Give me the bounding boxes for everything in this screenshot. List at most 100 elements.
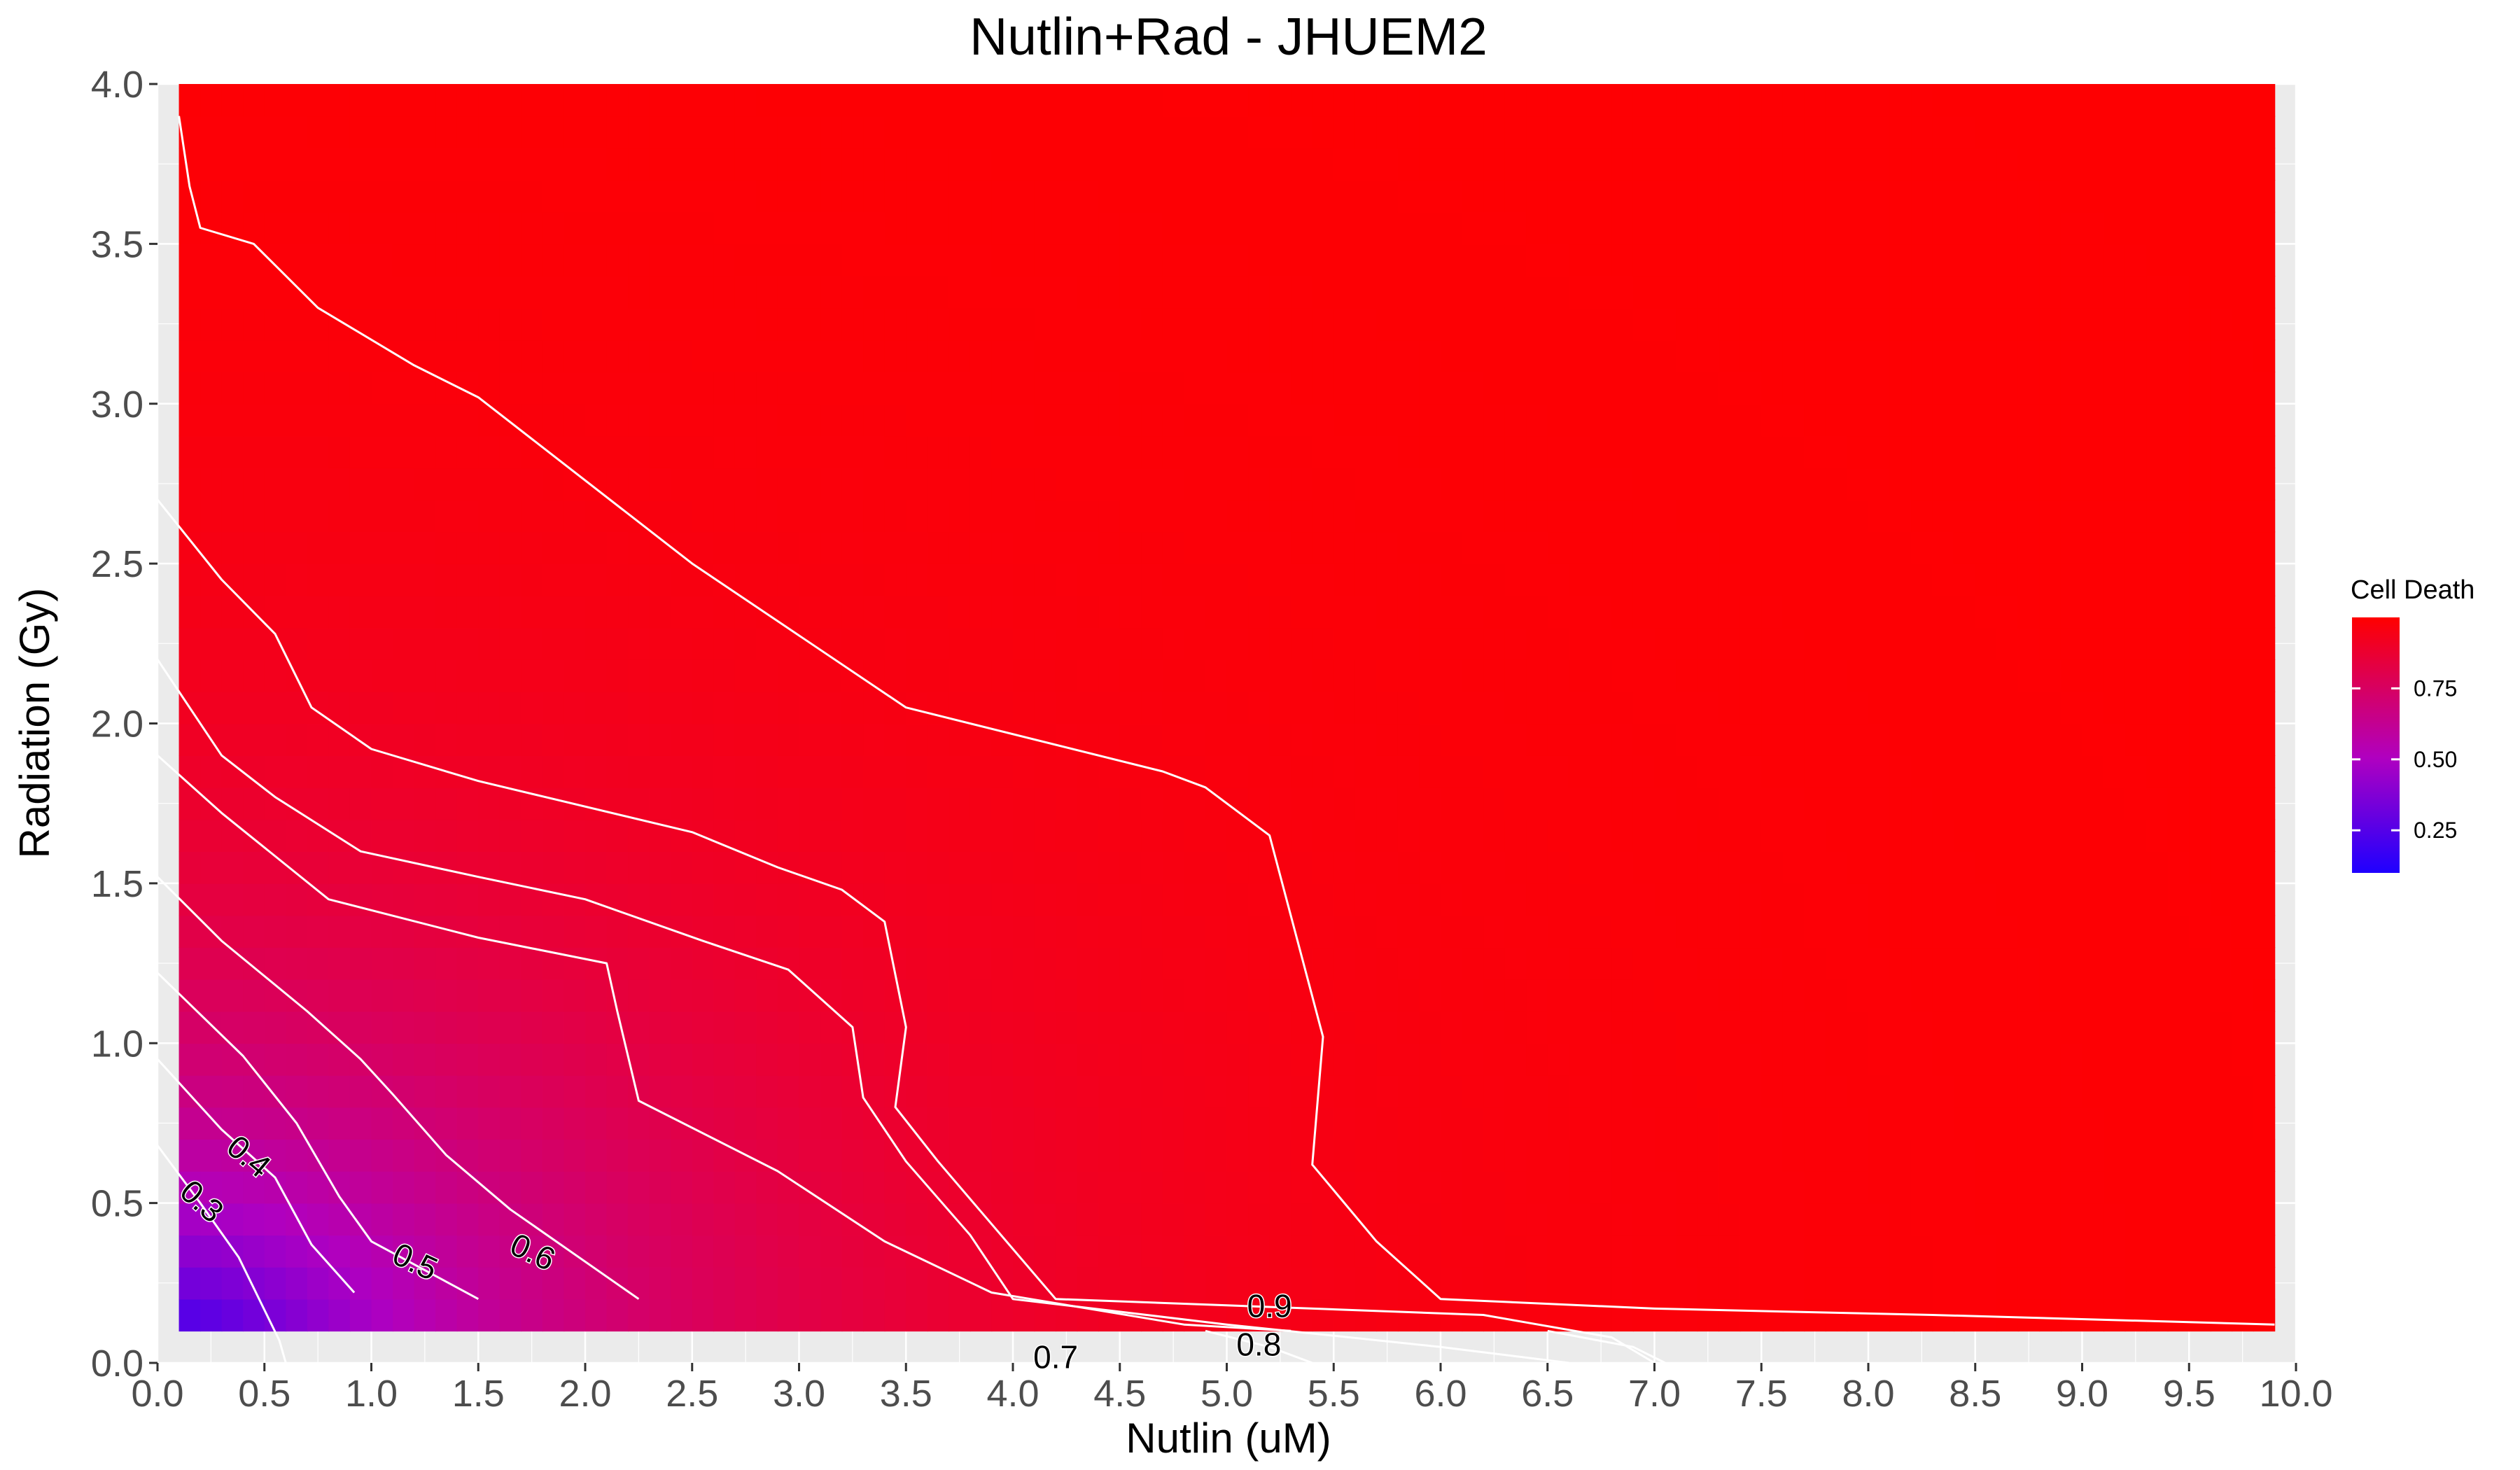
heatmap-cell — [2124, 595, 2147, 629]
heatmap-cell — [2167, 659, 2190, 692]
heatmap-cell — [585, 1074, 608, 1108]
heatmap-cell — [863, 180, 886, 213]
heatmap-cell — [2167, 883, 2190, 916]
heatmap-cell — [2104, 84, 2126, 117]
heatmap-cell — [1825, 819, 1848, 852]
heatmap-cell — [820, 1011, 843, 1044]
heatmap-cell — [1141, 435, 1163, 468]
heatmap-cell — [2189, 691, 2211, 724]
heatmap-cell — [1996, 1107, 2019, 1140]
heatmap-cell — [286, 1235, 308, 1268]
heatmap-cell — [1034, 531, 1056, 564]
heatmap-cell — [1248, 1298, 1270, 1332]
heatmap-cell — [499, 851, 522, 884]
heatmap-cell — [1419, 276, 1441, 309]
heatmap-cell — [2189, 403, 2211, 437]
heatmap-cell — [1248, 1074, 1270, 1108]
heatmap-cell — [1654, 1107, 1676, 1140]
heatmap-cell — [393, 1107, 415, 1140]
heatmap-cell — [1654, 499, 1676, 533]
heatmap-cell — [1932, 1107, 1954, 1140]
heatmap-cell — [1569, 947, 1591, 980]
heatmap-cell — [649, 787, 671, 820]
heatmap-cell — [948, 307, 971, 341]
heatmap-cell — [221, 787, 244, 820]
heatmap-cell — [286, 883, 308, 916]
heatmap-cell — [499, 659, 522, 692]
heatmap-cell — [1354, 564, 1378, 596]
heatmap-cell — [1676, 499, 1698, 533]
heatmap-cell — [478, 115, 500, 149]
heatmap-cell — [1569, 787, 1591, 820]
heatmap-cell — [1483, 531, 1506, 564]
heatmap-cell — [1354, 1074, 1378, 1108]
heatmap-cell — [1312, 659, 1335, 692]
heatmap-cell — [2167, 115, 2190, 149]
heatmap-cell — [2017, 211, 2040, 245]
heatmap-cell — [1547, 84, 1570, 117]
heatmap-cell — [1825, 915, 1848, 948]
heatmap-cell — [1847, 276, 1869, 309]
heatmap-cell — [178, 851, 201, 884]
heatmap-cell — [1761, 244, 1784, 276]
heatmap-cell — [1569, 435, 1591, 468]
heatmap-cell — [1782, 1107, 1805, 1140]
heatmap-cell — [2017, 1074, 2040, 1108]
heatmap-cell — [1932, 1203, 1954, 1236]
x-tick-label: 6.0 — [1414, 1373, 1466, 1415]
legend-colorbar — [2352, 617, 2400, 873]
heatmap-cell — [820, 499, 843, 533]
heatmap-cell — [1248, 1203, 1270, 1236]
heatmap-cell — [2082, 84, 2104, 117]
heatmap-cell — [884, 403, 907, 437]
heatmap-cell — [1184, 819, 1206, 852]
heatmap-cell — [1184, 659, 1206, 692]
heatmap-cell — [799, 435, 821, 468]
heatmap-cell — [1141, 915, 1163, 948]
heatmap-cell — [991, 915, 1014, 948]
heatmap-cell — [606, 947, 629, 980]
heatmap-cell — [1034, 1011, 1056, 1044]
heatmap-cell — [1354, 947, 1378, 980]
heatmap-cell — [1269, 1203, 1292, 1236]
heatmap-cell — [1782, 372, 1805, 405]
heatmap-cell — [393, 787, 415, 820]
heatmap-cell — [1483, 403, 1506, 437]
heatmap-cell — [1740, 1043, 1763, 1076]
heatmap-cell — [1632, 1107, 1656, 1140]
heatmap-cell — [1248, 627, 1270, 660]
heatmap-cell — [1676, 340, 1698, 372]
heatmap-cell — [2210, 340, 2233, 372]
heatmap-cell — [2210, 372, 2233, 405]
heatmap-cell — [1590, 499, 1613, 533]
heatmap-cell — [1376, 1107, 1399, 1140]
heatmap-cell — [884, 244, 907, 276]
heatmap-cell — [1996, 979, 2019, 1012]
heatmap-cell — [1526, 499, 1548, 533]
heatmap-cell — [1483, 211, 1506, 245]
heatmap-cell — [200, 403, 223, 437]
heatmap-cell — [756, 1011, 778, 1044]
heatmap-cell — [1419, 148, 1441, 181]
heatmap-cell — [1611, 244, 1634, 276]
heatmap-cell — [243, 723, 265, 756]
heatmap-cell — [371, 564, 393, 596]
heatmap-cell — [1654, 723, 1676, 756]
heatmap-cell — [1205, 115, 1228, 149]
heatmap-cell — [1441, 244, 1463, 276]
heatmap-cell — [2189, 1107, 2211, 1140]
heatmap-cell — [2124, 1235, 2147, 1268]
heatmap-cell — [1590, 1203, 1613, 1236]
heatmap-cell — [606, 1235, 629, 1268]
heatmap-cell — [606, 1170, 629, 1204]
heatmap-cell — [1782, 403, 1805, 437]
heatmap-cell — [1932, 819, 1954, 852]
heatmap-cell — [1632, 627, 1656, 660]
heatmap-cell — [927, 947, 950, 980]
heatmap-cell — [371, 691, 393, 724]
heatmap-cell — [1376, 1266, 1399, 1300]
heatmap-cell — [1632, 755, 1656, 788]
heatmap-cell — [1889, 531, 1912, 564]
heatmap-cell — [2124, 627, 2147, 660]
heatmap-cell — [991, 1011, 1014, 1044]
